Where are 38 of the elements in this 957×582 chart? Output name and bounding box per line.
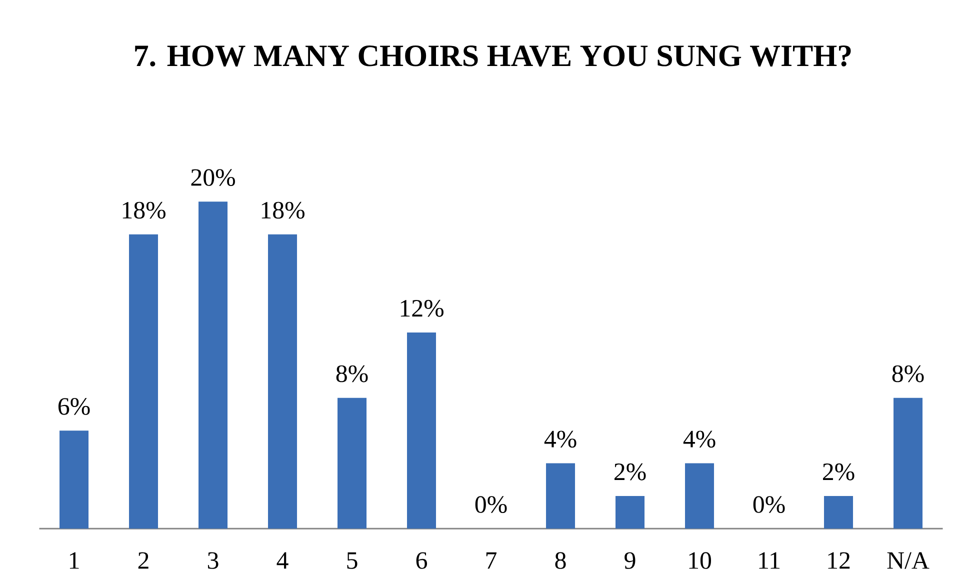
x-tick-label: 12: [828, 552, 850, 569]
bar: [129, 234, 158, 529]
x-tick-label: 5: [347, 552, 358, 569]
bar: [685, 463, 714, 529]
x-tick-label: 9: [624, 552, 636, 569]
data-label: 4%: [544, 430, 576, 448]
chart-title: 7. HOW MANY CHOIRS HAVE YOU SUNG WITH?: [135, 46, 851, 66]
bar: [338, 398, 367, 529]
data-label: 4%: [683, 430, 716, 448]
bar: [824, 496, 854, 529]
x-tick-label: 1: [70, 552, 79, 569]
data-label: 2%: [823, 463, 854, 480]
data-label: 18%: [122, 202, 166, 219]
data-label: 6%: [58, 398, 90, 415]
x-tick-label: 11: [759, 552, 780, 569]
bar: [268, 234, 298, 529]
bar: [894, 398, 923, 529]
x-tick-label: 4: [276, 552, 288, 569]
data-label: 20%: [191, 169, 235, 186]
bar: [60, 430, 89, 529]
x-tick-label: 8: [555, 552, 566, 569]
data-label: 0%: [475, 496, 507, 514]
bar: [407, 332, 436, 529]
data-label: 0%: [753, 496, 785, 514]
x-tick-label: 2: [138, 552, 148, 569]
bar: [616, 496, 645, 529]
bar: [198, 202, 228, 529]
data-label: 18%: [262, 202, 304, 219]
bar: [546, 463, 576, 529]
data-label: 2%: [614, 463, 646, 480]
x-tick-label: 7: [486, 552, 497, 569]
x-tick-label: 10: [689, 552, 712, 569]
data-label: 8%: [892, 365, 924, 382]
x-tick-label: N/A: [887, 552, 930, 569]
x-tick-label: 3: [208, 552, 218, 569]
x-tick-label: 6: [416, 552, 427, 569]
data-label: 8%: [336, 365, 368, 382]
data-label: 12%: [400, 300, 444, 317]
